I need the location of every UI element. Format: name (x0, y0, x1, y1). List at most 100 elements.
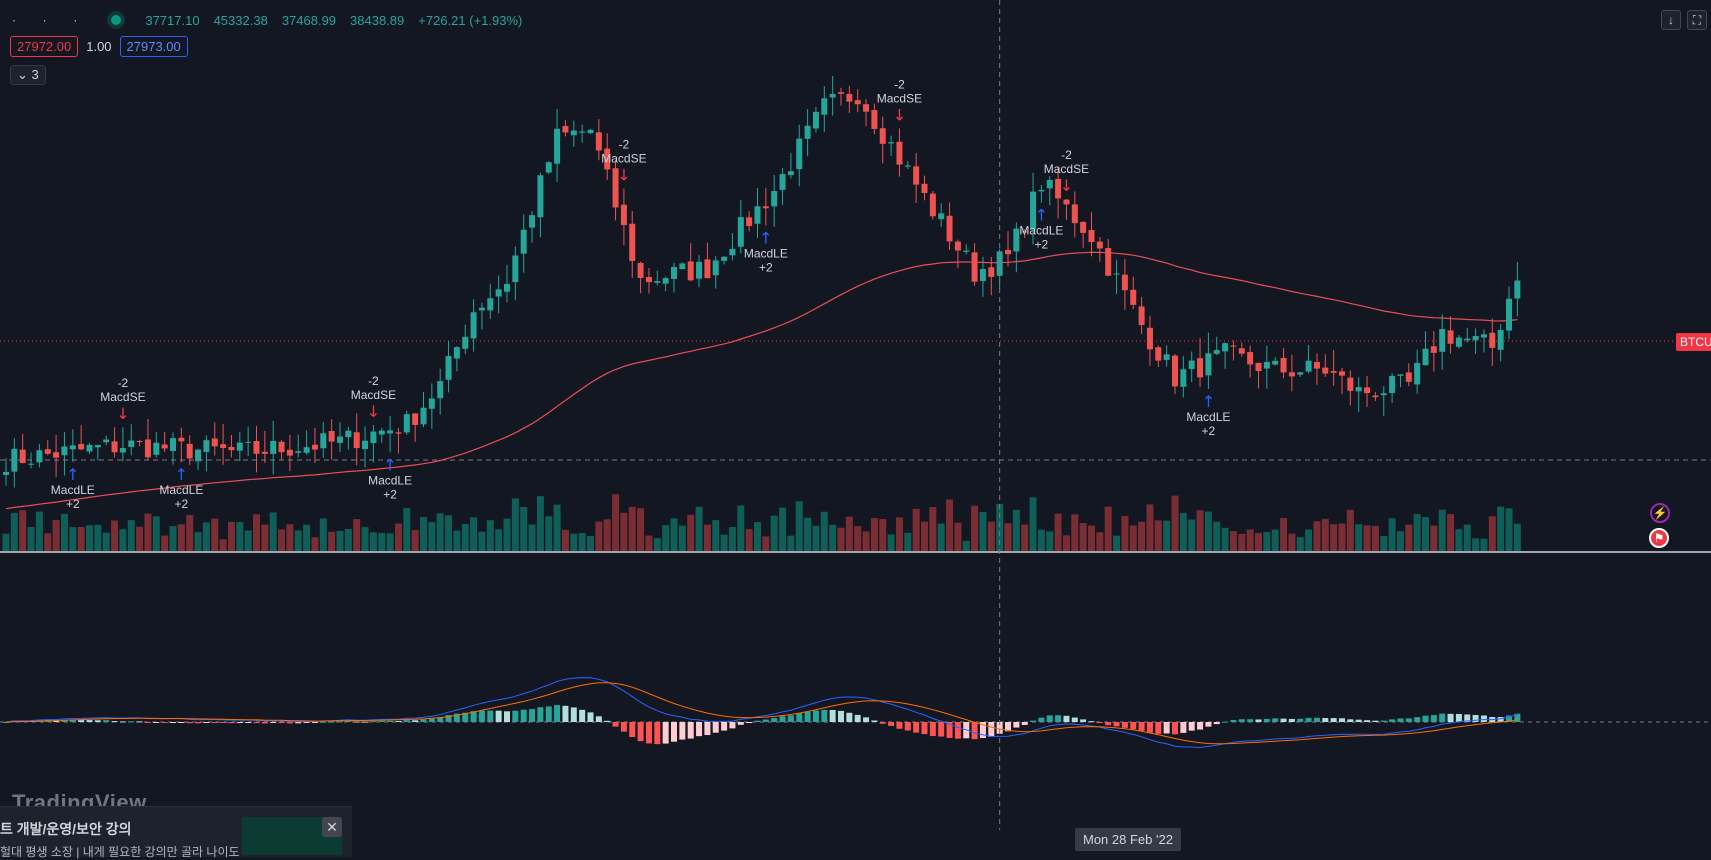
volume-bar (486, 520, 494, 551)
volume-bar (862, 531, 870, 551)
volume-bar (1346, 509, 1354, 551)
indicators-count: 3 (31, 67, 39, 82)
candle-body (403, 414, 410, 433)
macd-histogram-bar (1021, 722, 1028, 725)
macd-histogram-bar (311, 722, 318, 723)
legend-low: 37468.99 (281, 12, 337, 28)
signal-label: MacdSE (1044, 162, 1089, 176)
volume-bar (269, 512, 277, 551)
volume-bar (612, 494, 620, 551)
volume-bar (1447, 514, 1455, 551)
candle-body (954, 241, 961, 251)
candle-body (896, 141, 903, 165)
volume-bar (653, 538, 661, 551)
candle-body (1205, 353, 1212, 376)
signal-label: MacdLE (368, 473, 412, 487)
volume-bar (127, 520, 135, 551)
macd-histogram-bar (771, 717, 778, 722)
volume-bar (219, 539, 227, 551)
macd-histogram-bar (1389, 719, 1396, 722)
volume-bar (854, 526, 862, 551)
volume-bar (286, 524, 294, 551)
volume-bar (453, 530, 461, 551)
candle-body (1497, 330, 1504, 350)
candle-body (470, 312, 477, 339)
flag-icon[interactable]: ⚑ (1649, 528, 1669, 548)
candle-body (462, 336, 469, 349)
volume-bar (1280, 517, 1288, 551)
macd-histogram-bar (136, 721, 143, 723)
candle-body (1480, 334, 1487, 338)
candle-body (311, 444, 318, 450)
macd-histogram-bar (679, 722, 686, 740)
candle-body (696, 261, 703, 279)
macd-histogram-bar (737, 722, 744, 725)
order-quantity[interactable]: 1.00 (86, 39, 112, 54)
volume-bar (211, 518, 219, 551)
volume-bar (303, 524, 311, 551)
candle-body (1080, 222, 1087, 233)
macd-histogram-bar (395, 721, 402, 723)
legend-change: +726.21 (+1.93%) (418, 12, 523, 28)
signal-qty: -2 (1061, 148, 1072, 162)
buy-button[interactable]: 27973.00 (119, 36, 188, 57)
candle-body (1255, 362, 1262, 372)
macd-histogram-bar (854, 714, 861, 722)
candle-body (1347, 377, 1354, 391)
sell-button[interactable]: 27972.00 (10, 36, 79, 57)
candle-body (687, 261, 694, 281)
signal-qty: +2 (1202, 424, 1216, 438)
candle-body (94, 444, 101, 448)
macd-histogram-bar (938, 722, 945, 737)
macd-histogram-bar (637, 722, 644, 742)
candle-body (712, 260, 719, 276)
volume-bar (1321, 518, 1329, 551)
lightning-icon[interactable]: ⚡ (1650, 503, 1670, 523)
legend-symbol-dots[interactable]: · · · (12, 13, 78, 27)
volume-bar (762, 536, 770, 551)
volume-bar (1413, 514, 1421, 551)
macd-histogram-bar (570, 707, 577, 722)
macd-histogram-bar (946, 722, 953, 738)
scroll-down-icon[interactable]: ↓ (1661, 10, 1681, 30)
macd-histogram-bar (245, 722, 252, 723)
volume-bar (361, 527, 369, 551)
macd-histogram-bar (428, 718, 435, 722)
macd-histogram-bar (762, 719, 769, 722)
candle-body (1372, 395, 1379, 398)
macd-histogram-bar (144, 722, 151, 723)
indicators-toggle-button[interactable]: ⌄ 3 (10, 65, 46, 85)
candle-body (270, 440, 277, 454)
volume-bar (503, 518, 511, 551)
macd-histogram-bar (303, 722, 310, 723)
volume-bar (1396, 531, 1404, 551)
fullscreen-icon[interactable]: ⛶ (1687, 10, 1707, 30)
macd-histogram-bar (1405, 718, 1412, 722)
volume-bar (1004, 523, 1012, 551)
volume-bar (1388, 518, 1396, 551)
macd-histogram-bar (1238, 719, 1245, 722)
candle-body (186, 443, 193, 459)
close-icon[interactable]: ✕ (322, 817, 342, 837)
volume-bar (787, 535, 795, 551)
volume-bar (536, 496, 544, 551)
volume-bar (1188, 519, 1196, 551)
candle-body (1021, 231, 1028, 233)
volume-bar (987, 521, 995, 551)
candle-body (812, 111, 819, 129)
candle-body (979, 269, 986, 282)
macd-histogram-bar (1313, 717, 1320, 722)
volume-bar (445, 515, 453, 551)
strategy-signals: ↑MacdLE+2↓MacdSE-2↑MacdLE+2↓MacdSE-2↑Mac… (51, 77, 1231, 511)
volume-bar (695, 506, 703, 551)
volume-bar (795, 501, 803, 551)
ad-banner[interactable]: 트 개발/운영/보안 강의 헐대 평생 소장 | 내게 필요한 강의만 골라 나… (0, 806, 352, 859)
candle-body (1414, 362, 1421, 385)
volume-bar (754, 522, 761, 551)
macd-histogram-bar (1497, 717, 1504, 722)
candle-body (28, 463, 35, 465)
candle-body (838, 92, 844, 94)
volume-bar (177, 524, 185, 551)
legend-high: 45332.38 (213, 12, 268, 28)
